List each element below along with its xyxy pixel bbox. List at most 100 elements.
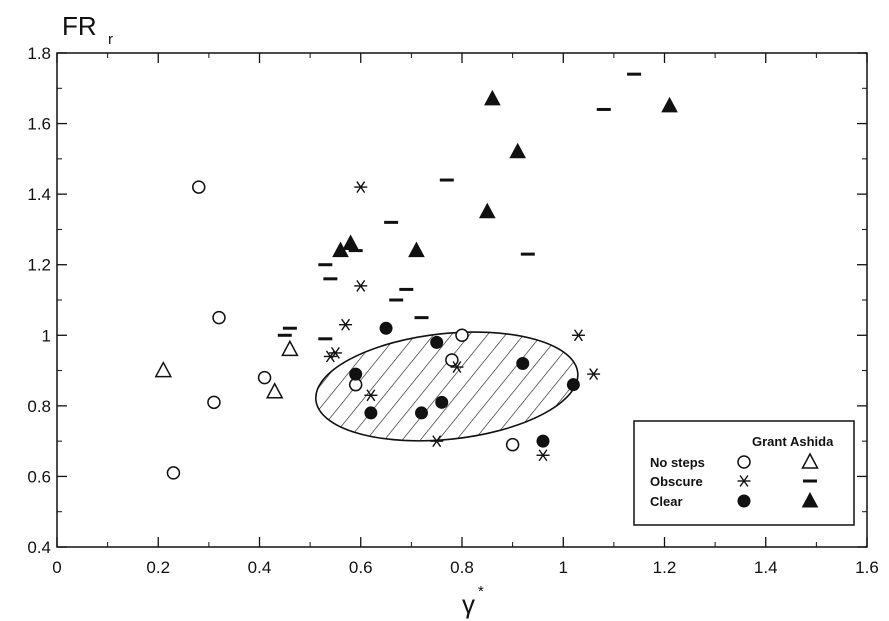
legend-marker-ashida xyxy=(801,491,819,508)
circle-shape xyxy=(364,406,378,420)
circle-shape xyxy=(192,180,206,194)
data-point-open-circle xyxy=(445,353,459,367)
data-point-asterisk xyxy=(536,449,550,462)
data-point-filled-circle xyxy=(435,395,449,409)
asterisk-stroke xyxy=(739,475,749,487)
data-point-filled-triangle xyxy=(478,202,496,219)
asterisk-stroke xyxy=(356,279,366,292)
asterisk-stroke xyxy=(330,346,340,359)
data-point-filled-triangle xyxy=(342,234,359,251)
axis-ticks xyxy=(56,52,868,548)
legend-label-obscure: Obscure xyxy=(650,474,703,489)
asterisk-stroke xyxy=(366,389,376,402)
data-point-open-circle xyxy=(257,370,272,385)
x-tick-labels: 0 0.2 0.4 0.6 0.8 1 1.2 1.4 1.6 xyxy=(52,558,879,577)
circle-shape xyxy=(166,466,181,480)
legend-header-grant: Grant xyxy=(752,434,787,449)
data-point-asterisk xyxy=(364,389,378,402)
x-tick-label: 0.8 xyxy=(450,558,474,577)
data-point-filled-circle xyxy=(536,434,550,448)
x-tick-label: 0.2 xyxy=(146,558,170,577)
data-point-asterisk xyxy=(354,181,368,194)
asterisk-stroke xyxy=(452,361,462,373)
circle-shape xyxy=(505,437,520,452)
x-tick-label: 1.4 xyxy=(754,558,778,577)
circle-shape xyxy=(212,310,226,325)
data-point-filled-circle xyxy=(379,321,393,335)
data-point-filled-circle xyxy=(516,357,530,371)
triangle-shape xyxy=(801,452,819,469)
data-point-filled-circle xyxy=(349,367,363,381)
x-tick-label: 0 xyxy=(52,558,61,577)
data-point-asterisk xyxy=(339,318,353,331)
data-point-filled-triangle xyxy=(408,241,425,258)
circle-shape xyxy=(737,455,751,469)
y-axis-subscript: r xyxy=(108,31,113,48)
data-point-open-triangle xyxy=(281,339,299,357)
y-tick-label: 1.2 xyxy=(27,256,51,275)
data-point-asterisk xyxy=(328,346,342,359)
hatched-ellipse-region xyxy=(314,331,579,442)
hatched-ellipse xyxy=(314,331,579,442)
data-point-filled-circle xyxy=(566,378,580,392)
data-point-asterisk xyxy=(354,279,368,292)
data-point-open-circle xyxy=(166,466,181,480)
x-tick-label: 0.6 xyxy=(349,558,373,577)
data-point-filled-circle xyxy=(430,335,444,349)
asterisk-stroke xyxy=(432,435,442,448)
asterisk-stroke xyxy=(356,181,366,194)
data-point-asterisk xyxy=(571,329,585,342)
legend-marker-grant xyxy=(737,455,751,469)
x-tick-label: 1.6 xyxy=(855,558,879,577)
x-axis-superscript: * xyxy=(478,583,484,600)
triangle-shape xyxy=(408,241,425,258)
circle-shape xyxy=(516,357,530,371)
circle-shape xyxy=(737,494,751,508)
data-point-asterisk xyxy=(430,435,444,448)
x-tick-label: 1.2 xyxy=(653,558,677,577)
data-point-asterisk xyxy=(450,361,464,373)
y-tick-label: 0.6 xyxy=(27,467,51,486)
legend-marker-grant xyxy=(737,475,751,487)
data-point-filled-triangle xyxy=(509,142,527,159)
circle-shape xyxy=(445,353,459,367)
data-point-open-triangle xyxy=(154,360,173,378)
asterisk-stroke xyxy=(341,318,351,331)
circle-shape xyxy=(257,370,272,385)
asterisk-stroke xyxy=(589,368,599,381)
legend-label-no-steps: No steps xyxy=(650,455,705,470)
legend: Grant Ashida No steps Obscure Clear xyxy=(633,420,855,526)
circle-shape xyxy=(349,367,363,381)
circle-shape xyxy=(435,395,449,409)
legend-header-ashida: Ashida xyxy=(790,434,834,449)
data-point-open-circle xyxy=(455,328,469,343)
legend-label-clear: Clear xyxy=(650,494,683,509)
y-tick-label: 1.4 xyxy=(27,185,51,204)
triangle-shape xyxy=(478,202,496,219)
circle-shape xyxy=(455,328,469,343)
y-tick-label: 0.8 xyxy=(27,397,51,416)
data-markers xyxy=(154,72,678,480)
data-point-filled-circle xyxy=(364,406,378,420)
triangle-shape xyxy=(484,89,501,106)
circle-shape xyxy=(566,378,580,392)
triangle-shape xyxy=(801,491,819,508)
triangle-shape xyxy=(509,142,527,159)
legend-marker-ashida xyxy=(801,452,819,469)
data-point-asterisk xyxy=(587,368,601,381)
data-point-filled-circle xyxy=(415,406,428,420)
triangle-shape xyxy=(154,360,173,378)
circle-shape xyxy=(536,434,550,448)
y-tick-label: 1.8 xyxy=(27,44,51,63)
y-axis-title: FR xyxy=(62,11,97,41)
legend-markers xyxy=(737,452,819,508)
data-point-open-triangle xyxy=(265,382,284,399)
asterisk-stroke xyxy=(573,329,583,342)
circle-shape xyxy=(379,321,393,335)
y-tick-label: 1 xyxy=(42,326,51,345)
triangle-shape xyxy=(342,234,359,251)
asterisk-stroke xyxy=(538,449,548,462)
triangle-shape xyxy=(281,339,299,357)
triangle-shape xyxy=(661,96,678,113)
